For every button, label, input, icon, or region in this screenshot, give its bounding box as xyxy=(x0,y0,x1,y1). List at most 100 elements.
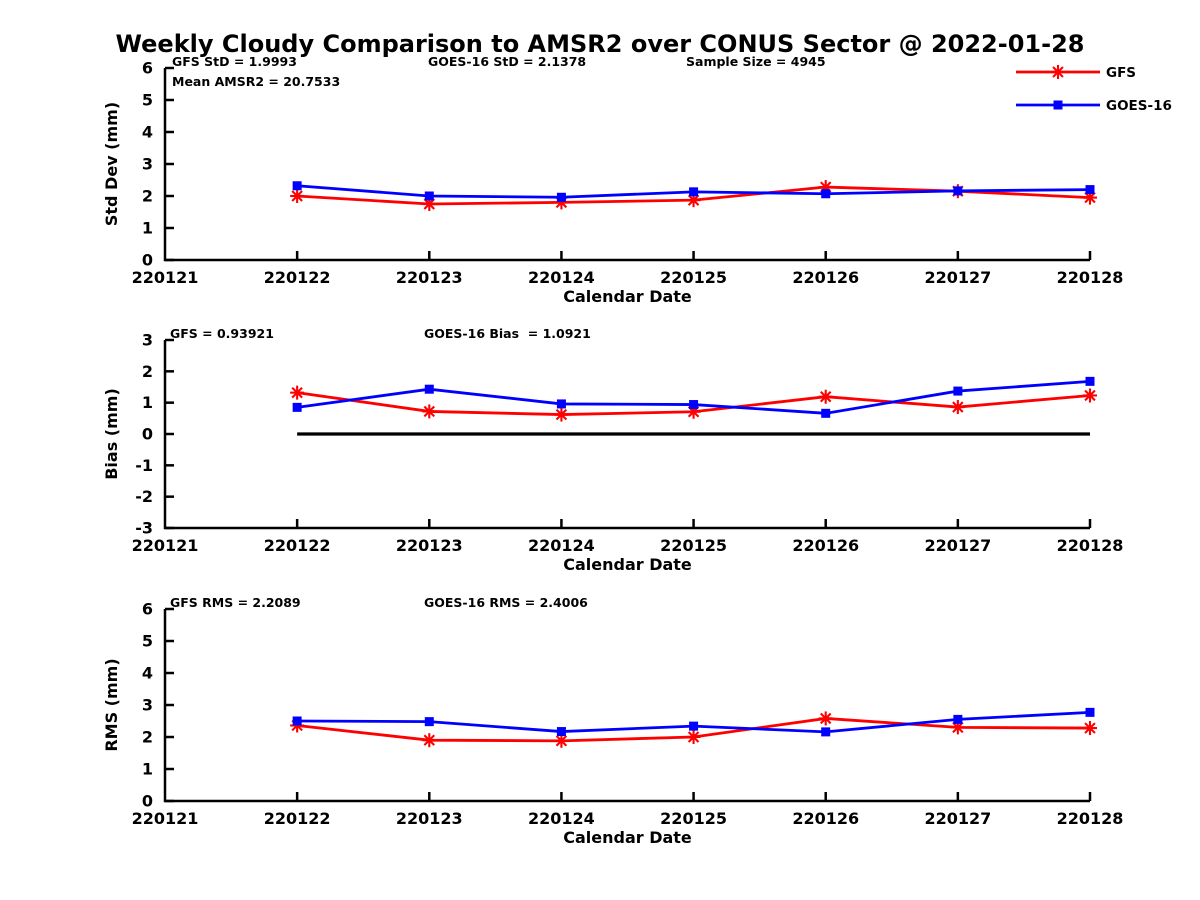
x-tick-label: 220126 xyxy=(792,268,859,287)
marker-spoke xyxy=(952,721,964,734)
stddev-annotation: Mean AMSR2 = 20.7533 xyxy=(172,74,340,89)
x-tick-label: 220128 xyxy=(1057,536,1124,555)
stddev-plot: 0 1 2 3 4 5 6 220121 220122 220123 220124 220125 220… xyxy=(102,54,1123,306)
legend-entry-gfs: GFS xyxy=(1016,65,1136,81)
goes-16-marker xyxy=(689,400,699,410)
marker-spoke xyxy=(820,391,832,403)
goes-16-marker xyxy=(953,386,963,396)
x-tick-label: 220128 xyxy=(1057,809,1124,828)
goes-16-marker xyxy=(689,721,699,731)
marker-spoke xyxy=(291,386,303,399)
x-tick-label: 220122 xyxy=(264,268,331,287)
marker-spoke xyxy=(555,408,568,421)
x-tick-label: 220123 xyxy=(396,268,463,287)
y-tick-label: 2 xyxy=(142,728,153,747)
gfs-marker xyxy=(290,189,305,203)
x-tick-label: 220124 xyxy=(528,268,595,287)
y-axis-label: RMS (mm) xyxy=(102,658,121,751)
gfs-marker xyxy=(554,733,569,748)
y-tick-label: -2 xyxy=(135,487,153,506)
marker-spoke xyxy=(1084,389,1096,402)
x-tick-label: 220125 xyxy=(660,536,727,555)
legend-marker xyxy=(1051,65,1065,79)
bias-annotation: GOES-16 Bias = 1.0921 xyxy=(424,326,591,341)
marker-spoke xyxy=(687,194,700,206)
x-tick-label: 220127 xyxy=(924,809,991,828)
x-axis-label: Calendar Date xyxy=(563,828,692,847)
goes-16-marker xyxy=(556,727,566,737)
goes-16-marker xyxy=(292,402,302,412)
legend-entry-goes-16: GOES-16 xyxy=(1016,98,1172,114)
goes-16-marker xyxy=(821,408,831,418)
y-tick-label: 0 xyxy=(142,251,153,270)
bias-plot: -3 -2 -1 0 1 2 3 220121 220122 220123 220124 220125… xyxy=(102,326,1123,574)
y-axis-label: Bias (mm) xyxy=(102,388,121,480)
y-tick-label: 4 xyxy=(142,664,153,683)
marker-spoke xyxy=(555,735,568,747)
y-tick-label: 4 xyxy=(142,123,153,142)
gfs-marker xyxy=(422,733,437,748)
x-axis-label: Calendar Date xyxy=(563,287,692,306)
goes-16-marker xyxy=(689,187,699,197)
goes-16-marker xyxy=(1085,707,1095,717)
legend-label: GFS xyxy=(1106,65,1136,81)
x-tick-label: 220127 xyxy=(924,268,991,287)
goes-16-marker xyxy=(556,399,566,409)
rms-gfs-series xyxy=(290,711,1097,748)
x-tick-label: 220128 xyxy=(1057,268,1124,287)
x-axis-label: Calendar Date xyxy=(563,555,692,574)
marker-spoke xyxy=(291,190,303,202)
marker-spoke xyxy=(687,731,700,743)
y-tick-label: 5 xyxy=(142,632,153,651)
goes-16-marker xyxy=(821,189,831,199)
gfs-marker xyxy=(1083,190,1097,205)
bias-annotation: GFS = 0.93921 xyxy=(170,326,274,341)
x-tick-label: 220125 xyxy=(660,809,727,828)
rms-annotation: GOES-16 RMS = 2.4006 xyxy=(424,595,588,610)
gfs-marker xyxy=(1083,721,1097,736)
stddev-annotation: GOES-16 StD = 2.1378 xyxy=(428,54,586,69)
marker-spoke xyxy=(1052,66,1064,78)
y-tick-label: 6 xyxy=(142,59,153,78)
rms-plot: 0 1 2 3 4 5 6 220121 220122 220123 220124 220125 220… xyxy=(102,595,1123,847)
y-tick-label: -3 xyxy=(135,519,153,538)
gfs-marker xyxy=(818,711,833,726)
goes-16-marker xyxy=(424,384,434,394)
x-tick-label: 220122 xyxy=(264,536,331,555)
x-tick-label: 220124 xyxy=(528,809,595,828)
gfs-marker xyxy=(686,730,701,744)
x-tick-label: 220126 xyxy=(792,536,859,555)
marker-spoke xyxy=(820,712,832,725)
marker-spoke xyxy=(423,734,435,746)
legend-label: GOES-16 xyxy=(1106,98,1172,114)
marker-spoke xyxy=(1084,722,1096,734)
x-tick-label: 220126 xyxy=(792,809,859,828)
x-tick-label: 220123 xyxy=(396,536,463,555)
x-tick-label: 220121 xyxy=(132,809,199,828)
y-tick-label: 3 xyxy=(142,155,153,174)
y-tick-label: 5 xyxy=(142,91,153,110)
stddev-axes-spine xyxy=(163,68,1090,262)
y-tick-label: 3 xyxy=(142,331,153,350)
x-tick-label: 220124 xyxy=(528,536,595,555)
y-tick-label: 2 xyxy=(142,362,153,381)
rms-axes-spine xyxy=(163,609,1090,803)
x-tick-label: 220123 xyxy=(396,809,463,828)
gfs-marker xyxy=(290,385,305,400)
goes-16-marker xyxy=(953,714,963,724)
y-tick-label: 1 xyxy=(142,219,153,238)
rms-annotation: GFS RMS = 2.2089 xyxy=(170,595,301,610)
y-tick-label: 3 xyxy=(142,696,153,715)
stddev-goes-16-series xyxy=(292,181,1095,202)
gfs-marker xyxy=(950,400,965,415)
goes-16-marker xyxy=(292,716,302,726)
stddev-annotation: Sample Size = 4945 xyxy=(686,54,826,69)
goes-16-marker xyxy=(556,192,566,202)
goes-16-marker xyxy=(424,191,434,201)
goes-16-marker xyxy=(821,727,831,737)
y-tick-label: 0 xyxy=(142,792,153,811)
gfs-marker xyxy=(554,407,569,422)
marker-spoke xyxy=(1084,191,1096,204)
